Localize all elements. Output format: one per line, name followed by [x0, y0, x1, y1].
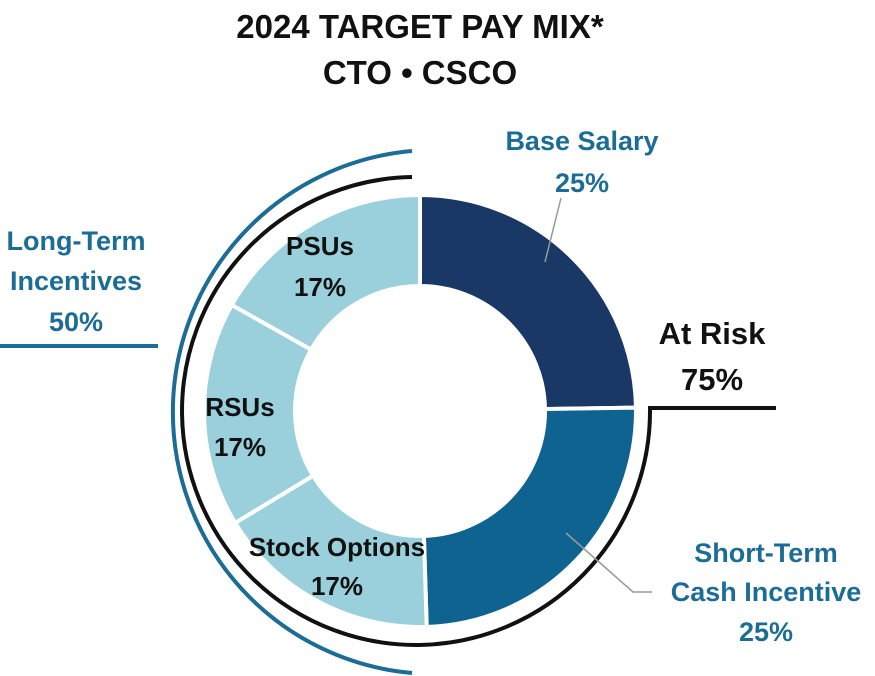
- base-salary-value: 25%: [555, 168, 609, 198]
- chart-subtitle: CTO • CSCO: [323, 54, 517, 91]
- slice-base-salary: [418, 192, 639, 412]
- psus-value: 17%: [294, 272, 346, 302]
- psus-label: PSUs: [286, 231, 354, 261]
- at-risk-value: 75%: [681, 362, 743, 397]
- slice-short-term-cash-incentive: [421, 405, 638, 629]
- slice-psus: [229, 192, 422, 353]
- chart-title: 2024 TARGET PAY MIX*: [236, 8, 604, 45]
- short-term-label-line-1: Short-Term: [694, 538, 838, 568]
- rsus-label: RSUs: [205, 392, 274, 422]
- base-salary-label: Base Salary: [505, 126, 658, 156]
- base-salary-leader: [544, 197, 562, 263]
- short-term-label-line-2: Cash Incentive: [671, 577, 862, 607]
- long-term-incentives-value: 50%: [49, 307, 103, 337]
- short-term-leader: [565, 532, 652, 593]
- long-term-incentives-bracket: [170, 149, 413, 675]
- at-risk-bracket: [180, 175, 653, 647]
- donut-slices: [202, 192, 639, 629]
- rsus-value: 17%: [214, 432, 266, 462]
- long-term-incentives-label-line-2: Incentives: [10, 266, 142, 296]
- short-term-value: 25%: [739, 617, 793, 647]
- stock-options-value: 17%: [311, 571, 363, 601]
- stock-options-label: Stock Options: [249, 532, 425, 562]
- long-term-incentives-label-line-1: Long-Term: [7, 226, 146, 256]
- at-risk-label: At Risk: [659, 316, 767, 351]
